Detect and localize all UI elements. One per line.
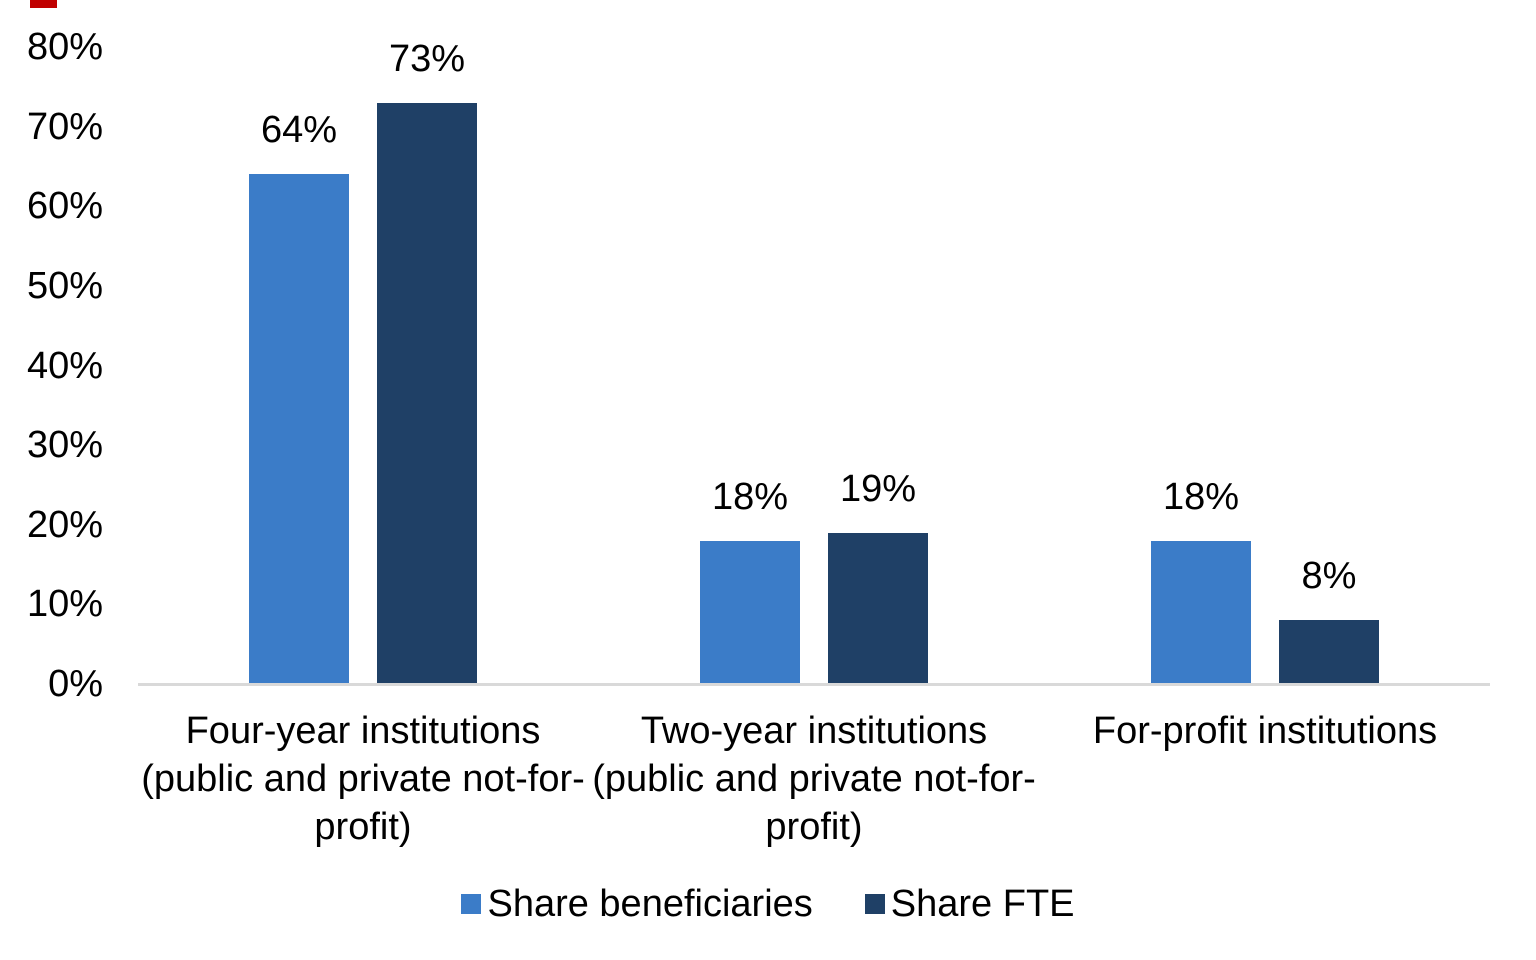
bar-value-label: 19%: [839, 468, 917, 510]
legend-swatch: [864, 894, 885, 914]
bar: [249, 174, 349, 684]
y-axis-tick-label: 60%: [26, 185, 103, 228]
bar: [1279, 620, 1379, 684]
y-axis-tick-label: 30%: [26, 424, 103, 467]
legend-swatch: [461, 894, 482, 914]
category-label: For-profit institutions: [1092, 710, 1438, 752]
bar-value-label: 64%: [260, 109, 338, 151]
y-axis-tick-label: 0%: [48, 663, 103, 705]
legend-item: Share beneficiaries: [461, 882, 813, 926]
bar-value-label: 8%: [1301, 555, 1357, 597]
legend-item: Share FTE: [864, 882, 1075, 926]
bar-value-label: 73%: [388, 38, 466, 80]
bar: [377, 103, 477, 684]
legend: Share beneficiaries Share FTE: [0, 882, 1536, 926]
bar-value-label: 18%: [1162, 476, 1240, 518]
category-label: Four-year institutions (public and privat…: [141, 710, 585, 848]
bar: [700, 541, 800, 684]
y-axis-tick-label: 20%: [26, 503, 103, 546]
bar: [1151, 541, 1251, 684]
y-axis-tick-label: 40%: [26, 344, 103, 387]
y-axis-tick-label: 80%: [26, 26, 103, 68]
y-axis-tick-label: 10%: [26, 583, 103, 626]
y-axis-tick-label: 50%: [26, 264, 103, 307]
bar-value-label: 18%: [711, 476, 789, 518]
red-mark: [30, 0, 57, 8]
x-axis-line: [138, 683, 1490, 686]
category-label: Two-year institutions (public and private…: [592, 710, 1036, 848]
y-axis-tick-label: 70%: [26, 105, 103, 148]
bar: [828, 533, 928, 684]
legend-label: Share FTE: [890, 883, 1075, 925]
legend-label: Share beneficiaries: [487, 883, 813, 925]
